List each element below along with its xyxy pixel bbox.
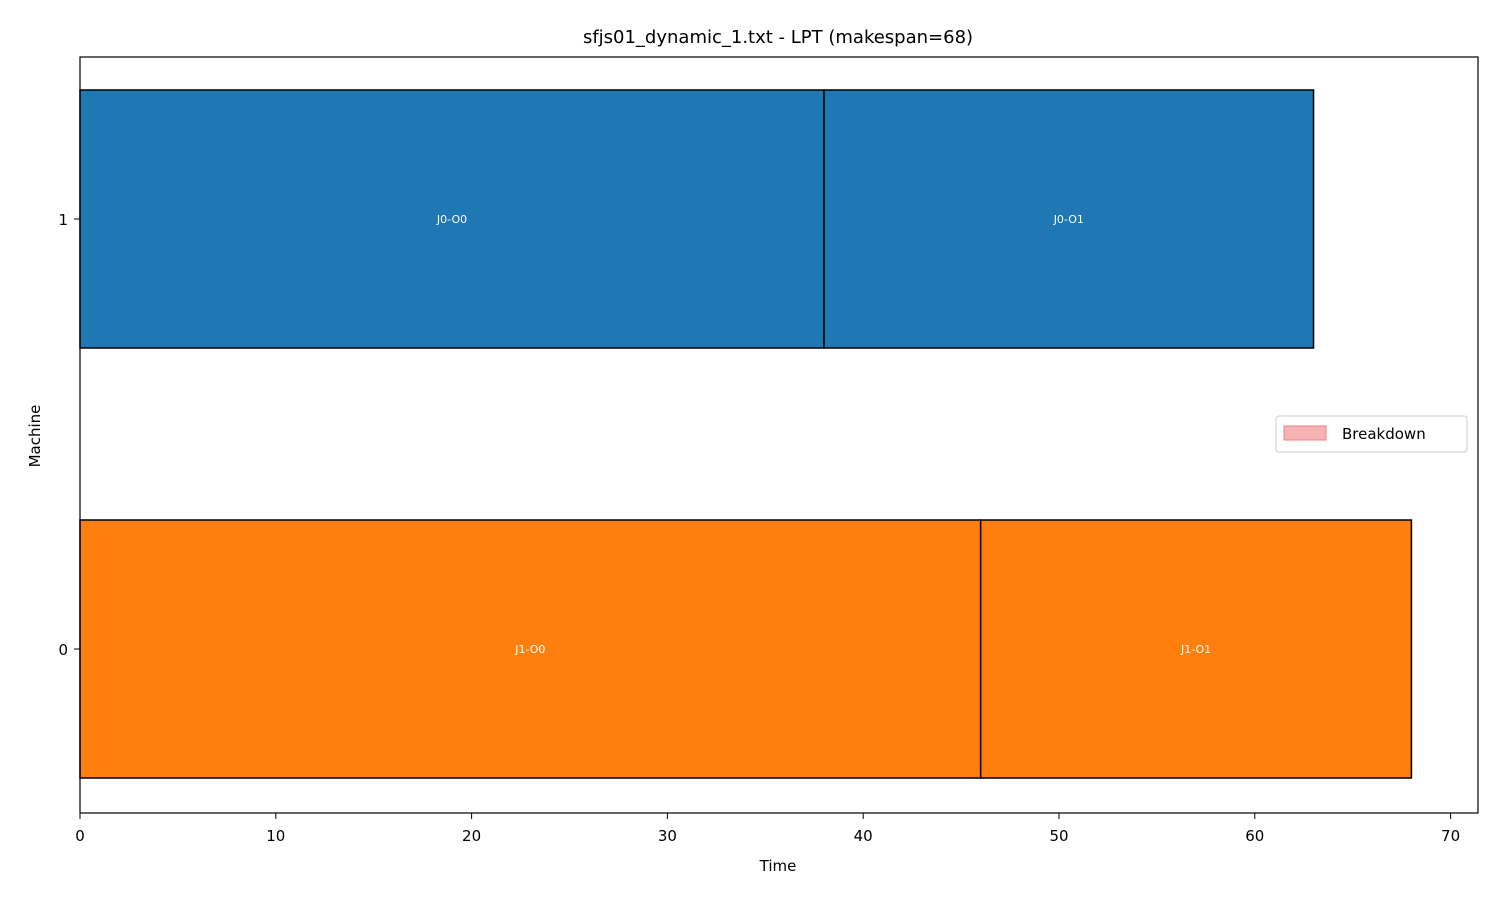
task-bar-j0-o1 xyxy=(823,89,1315,349)
bars-layer: J0-O0 J0-O1 J1-O0 J1-O1 xyxy=(79,89,1413,779)
x-tick-label: 10 xyxy=(266,827,285,845)
y-tick-label: 1 xyxy=(58,211,68,229)
plot-frame xyxy=(79,56,1479,814)
x-axis-label: Time xyxy=(759,857,797,875)
y-axis-label: Machine xyxy=(26,405,44,468)
legend: Breakdown xyxy=(1275,415,1468,453)
y-tick-label: 0 xyxy=(58,641,68,659)
x-tick-label: 20 xyxy=(462,827,481,845)
x-tick-label: 0 xyxy=(75,827,85,845)
y-axis: 10 xyxy=(58,211,80,659)
task-bar-j1-o1 xyxy=(979,519,1413,779)
x-tick-label: 30 xyxy=(658,827,677,845)
task-label-j0-o1: J0-O1 xyxy=(1053,213,1084,226)
x-tick-label: 70 xyxy=(1441,827,1460,845)
task-bar-j0-o0 xyxy=(79,89,825,349)
task-label-j1-o1: J1-O1 xyxy=(1180,643,1211,656)
legend-box xyxy=(1275,415,1468,453)
chart-title: sfjs01_dynamic_1.txt - LPT (makespan=68) xyxy=(583,27,973,48)
legend-label-breakdown: Breakdown xyxy=(1342,425,1426,443)
task-label-j0-o0: J0-O0 xyxy=(436,213,467,226)
task-label-j1-o0: J1-O0 xyxy=(514,643,545,656)
x-tick-label: 50 xyxy=(1049,827,1068,845)
task-bar-j1-o0 xyxy=(79,519,982,779)
x-axis: 0 10 20 30 40 50 60 70 xyxy=(75,813,1460,845)
x-tick-label: 60 xyxy=(1245,827,1264,845)
legend-swatch-breakdown xyxy=(1283,425,1327,441)
x-tick-label: 40 xyxy=(854,827,873,845)
